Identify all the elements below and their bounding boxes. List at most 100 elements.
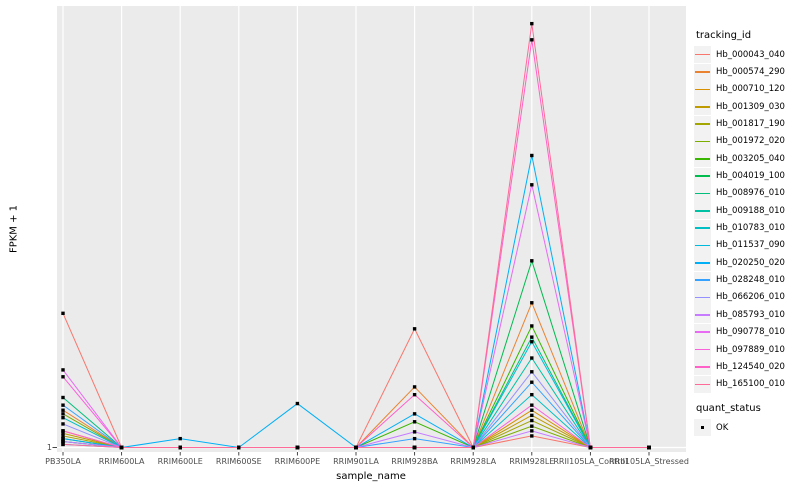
legend-item: Hb_001972_020 [694, 132, 798, 150]
y-tick-label: 1 [46, 443, 52, 452]
panel-background [57, 6, 686, 452]
legend-key-line-icon [695, 140, 710, 143]
data-point [530, 38, 534, 42]
legend-key [694, 236, 711, 254]
legend-label: Hb_001972_020 [716, 136, 785, 147]
data-point [412, 412, 417, 416]
legend-label: Hb_124540_020 [716, 361, 785, 372]
data-point [530, 356, 534, 360]
data-point [61, 436, 65, 441]
legend-items-tracking-id: Hb_000043_040 Hb_000574_290 Hb_000710_120 H… [694, 46, 798, 393]
legend-label: Hb_097889_010 [716, 344, 785, 355]
legend-item: Hb_165100_010 [694, 375, 798, 393]
legend-key [694, 98, 711, 116]
x-tick-label: RRIM928BA [391, 457, 438, 466]
x-tick-label: RRIM600LE [157, 457, 203, 466]
x-tick-label: RRIM901LA [333, 457, 379, 466]
legend-key [694, 288, 711, 306]
legend-item: Hb_008976_010 [694, 184, 798, 202]
legend-key-line-icon [695, 106, 710, 108]
data-point [530, 403, 534, 407]
legend-item: Hb_066206_010 [694, 288, 798, 306]
legend-item: Hb_097889_010 [694, 341, 798, 359]
legend-key [694, 167, 711, 185]
data-point [530, 413, 534, 418]
x-tick-label: RRIM600SE [215, 457, 262, 466]
legend-key-line-icon [695, 53, 710, 56]
legend-title-quant-status: quant_status [696, 402, 761, 414]
data-point [61, 434, 65, 438]
legend-key [694, 271, 711, 289]
x-tick-label: PB350LA [45, 457, 81, 466]
data-point [530, 408, 534, 412]
legend-item: Hb_011537_090 [694, 236, 798, 254]
legend-item: Hb_000043_040 [694, 46, 798, 64]
legend-key-line-icon [695, 210, 710, 212]
legend-item: Hb_124540_020 [694, 358, 798, 376]
x-tick-label: RRIM600LA [98, 457, 145, 466]
data-point [412, 327, 417, 331]
data-point [237, 445, 241, 450]
legend-item: Hb_085793_010 [694, 306, 798, 324]
legend-key [694, 375, 711, 393]
x-tick-label: RRII105LA_Control [553, 457, 628, 466]
legend-item: Hb_000710_120 [694, 80, 798, 98]
data-point [530, 153, 534, 158]
data-point [530, 380, 534, 384]
data-point [530, 259, 534, 263]
data-point [647, 445, 651, 450]
data-point [530, 429, 534, 433]
legend-key [694, 115, 711, 133]
y-axis-title: FPKM + 1 [8, 204, 20, 254]
legend-key-line-icon [695, 314, 710, 316]
data-point [588, 445, 593, 450]
data-point [530, 434, 534, 438]
legend-item: Hb_010783_010 [694, 219, 798, 237]
legend-label: Hb_028248_010 [716, 275, 785, 286]
legend-key [694, 323, 711, 341]
legend-key [694, 254, 711, 272]
legend-label: Hb_090778_010 [716, 327, 785, 338]
data-point [412, 436, 417, 441]
data-point [412, 430, 417, 434]
legend-label: Hb_009188_010 [716, 205, 785, 216]
data-point [530, 301, 534, 305]
data-point [530, 335, 534, 339]
legend-item: Hb_001817_190 [694, 115, 798, 133]
legend-label: Hb_004019_100 [716, 171, 785, 182]
data-point [530, 370, 534, 374]
x-axis-title: sample_name [336, 471, 406, 482]
data-point [61, 368, 65, 372]
data-point [61, 311, 65, 316]
legend-key-line-icon [695, 175, 710, 177]
data-point [61, 375, 65, 379]
legend-item: Hb_000574_290 [694, 63, 798, 81]
data-point [61, 422, 65, 426]
legend-item: Hb_009188_010 [694, 202, 798, 220]
legend-key [694, 132, 711, 150]
data-point [412, 392, 417, 397]
legend-key-line-icon [695, 244, 710, 247]
legend-item: Hb_090778_010 [694, 323, 798, 341]
legend-label: Hb_020250_020 [716, 257, 785, 268]
legend-item: Hb_001309_030 [694, 98, 798, 116]
black-square-point-icon [700, 425, 705, 430]
legend-key-line-icon [695, 262, 710, 264]
legend-label: Hb_165100_010 [716, 379, 785, 390]
legend-label: Hb_000043_040 [716, 49, 785, 60]
legend-key [694, 306, 711, 324]
legend-key-line-icon [695, 331, 710, 333]
legend-title-tracking-id: tracking_id [696, 30, 752, 41]
x-tick-label: RRIM600PE [274, 457, 321, 466]
data-point [61, 439, 65, 444]
data-point [61, 395, 65, 400]
quant-status-key [694, 419, 711, 437]
data-point [530, 21, 534, 26]
data-point [61, 442, 65, 447]
legend-label: Hb_010783_010 [716, 223, 785, 234]
legend-key-line-icon [695, 192, 710, 195]
x-tick-label: RRII105LA_Stressed [609, 457, 689, 466]
data-point [178, 445, 182, 450]
legend-key-line-icon [695, 279, 710, 281]
legend-item-quant-ok: OK [694, 419, 798, 437]
